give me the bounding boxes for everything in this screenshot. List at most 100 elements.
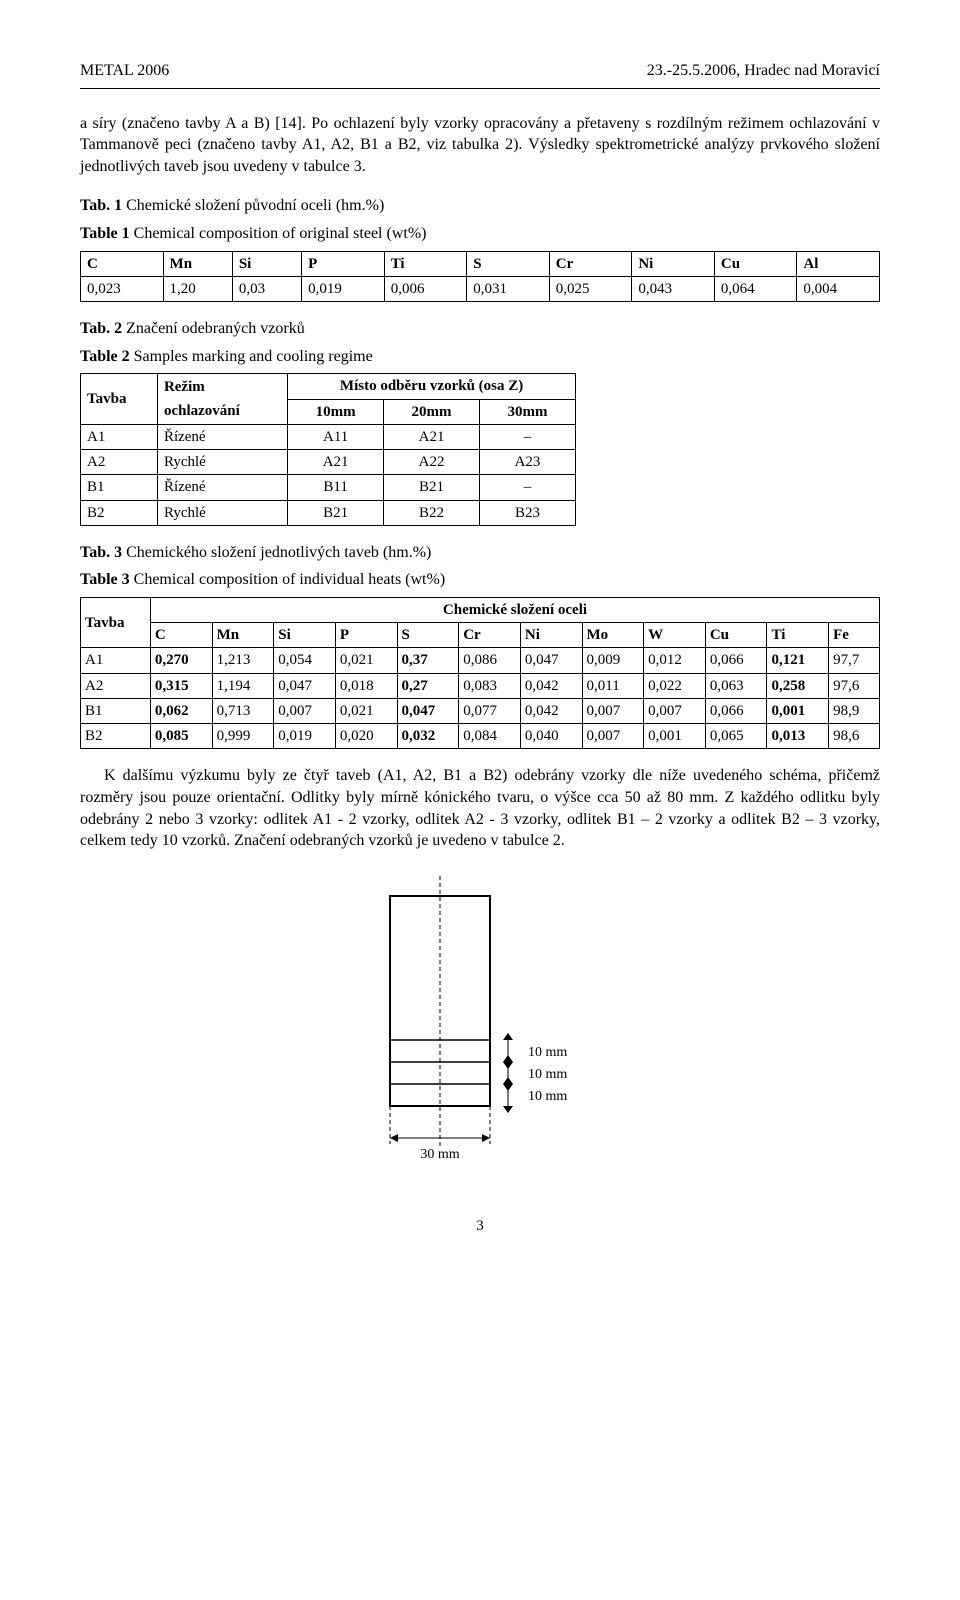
table-cell: 0,021	[335, 698, 397, 723]
table-cell: 0,258	[767, 673, 829, 698]
table-header-cell: C	[81, 251, 164, 276]
caption-text: Chemické složení původní oceli (hm.%)	[126, 197, 384, 214]
table-cell: 0,03	[232, 276, 301, 301]
table-cell: 0,042	[520, 673, 582, 698]
table-2: TavbaRežimMísto odběru vzorků (osa Z)och…	[80, 373, 576, 526]
table-header-cell: Fe	[829, 623, 880, 648]
table-header-cell: Ni	[520, 623, 582, 648]
caption-text: Samples marking and cooling regime	[134, 348, 373, 365]
table-cell: B1	[81, 698, 151, 723]
table-cell: 0,37	[397, 648, 459, 673]
table-cell: 0,007	[582, 724, 644, 749]
table-header-cell: Cr	[549, 251, 632, 276]
caption-text: Chemického složení jednotlivých taveb (h…	[126, 544, 431, 561]
table-header-cell: S	[467, 251, 550, 276]
table-cell: A21	[384, 424, 480, 449]
table-cell: 0,022	[644, 673, 706, 698]
table-cell: B11	[288, 475, 384, 500]
paragraph-1: a síry (značeno tavby A a B) [14]. Po oc…	[80, 113, 880, 178]
table-cell: 0,085	[150, 724, 212, 749]
table3-caption-en: Table 3 Chemical composition of individu…	[80, 569, 880, 591]
table-header-cell: C	[150, 623, 212, 648]
caption-prefix: Table 2	[80, 348, 134, 365]
table-cell: 0,043	[632, 276, 715, 301]
table-cell: 0,121	[767, 648, 829, 673]
table-header-cell: 30mm	[480, 399, 576, 424]
table-cell: Rychlé	[157, 450, 287, 475]
table-cell: 0,021	[335, 648, 397, 673]
table-header-cell: Mn	[163, 251, 232, 276]
table-cell: B2	[81, 724, 151, 749]
table-header-cell: Al	[797, 251, 880, 276]
table-cell: 0,713	[212, 698, 274, 723]
table-cell: 98,9	[829, 698, 880, 723]
table-cell: 0,040	[520, 724, 582, 749]
table-cell: B22	[384, 500, 480, 525]
header-divider	[80, 88, 880, 89]
table-header-cell: Mn	[212, 623, 274, 648]
table-cell: 97,7	[829, 648, 880, 673]
table-cell: –	[480, 424, 576, 449]
table-cell: 0,064	[714, 276, 797, 301]
table2-caption-cz: Tab. 2 Značení odebraných vzorků	[80, 318, 880, 340]
table-cell: 0,006	[384, 276, 467, 301]
table-cell: 1,20	[163, 276, 232, 301]
table-cell: A2	[81, 673, 151, 698]
table-cell: 0,018	[335, 673, 397, 698]
table-cell: 0,084	[459, 724, 521, 749]
caption-text: Chemical composition of original steel (…	[134, 225, 427, 242]
table-cell: B21	[288, 500, 384, 525]
table2-caption-en: Table 2 Samples marking and cooling regi…	[80, 346, 880, 368]
table3-caption-cz: Tab. 3 Chemického složení jednotlivých t…	[80, 542, 880, 564]
table-cell: –	[480, 475, 576, 500]
table-header-cell: Ni	[632, 251, 715, 276]
table-header-cell: Si	[232, 251, 301, 276]
caption-text: Značení odebraných vzorků	[126, 320, 305, 337]
svg-text:30 mm: 30 mm	[420, 1147, 459, 1162]
table-cell: 0,001	[644, 724, 706, 749]
table-cell: 1,213	[212, 648, 274, 673]
table-header-cell: Tavba	[81, 597, 151, 648]
table-header-cell: Si	[274, 623, 336, 648]
table-cell: 0,001	[767, 698, 829, 723]
caption-prefix: Table 1	[80, 225, 134, 242]
table-cell: 0,047	[520, 648, 582, 673]
table-cell: B23	[480, 500, 576, 525]
page-number: 3	[80, 1216, 880, 1236]
table-1: CMnSiPTiSCrNiCuAl0,0231,200,030,0190,006…	[80, 251, 880, 303]
table-cell: 0,023	[81, 276, 164, 301]
header-left: METAL 2006	[80, 60, 169, 82]
table-header-cell: S	[397, 623, 459, 648]
table-header-cell: 10mm	[288, 399, 384, 424]
svg-text:10 mm: 10 mm	[528, 1089, 567, 1104]
table-cell: 0,065	[705, 724, 767, 749]
table-header-cell: Mo	[582, 623, 644, 648]
caption-prefix: Tab. 1	[80, 197, 126, 214]
table-cell: 0,086	[459, 648, 521, 673]
table-cell: 0,009	[582, 648, 644, 673]
table-cell: A2	[81, 450, 158, 475]
table-cell: 0,066	[705, 698, 767, 723]
table-cell: 98,6	[829, 724, 880, 749]
table-cell: 0,004	[797, 276, 880, 301]
table-header-cell: Cr	[459, 623, 521, 648]
table-header-cell: Cu	[714, 251, 797, 276]
table-3: TavbaChemické složení oceliCMnSiPSCrNiMo…	[80, 597, 880, 750]
page-header: METAL 2006 23.-25.5.2006, Hradec nad Mor…	[80, 60, 880, 82]
table-cell: 0,019	[302, 276, 385, 301]
table-cell: A21	[288, 450, 384, 475]
table-cell: A11	[288, 424, 384, 449]
table-header-cell: P	[302, 251, 385, 276]
table-cell: 0,047	[274, 673, 336, 698]
svg-text:10 mm: 10 mm	[528, 1067, 567, 1082]
table-cell: 0,025	[549, 276, 632, 301]
table-cell: Řízené	[157, 424, 287, 449]
table-header-cell: P	[335, 623, 397, 648]
table-header-cell: W	[644, 623, 706, 648]
svg-text:10 mm: 10 mm	[528, 1045, 567, 1060]
table-cell: A1	[81, 424, 158, 449]
table-cell: 0,063	[705, 673, 767, 698]
table-cell: 0,054	[274, 648, 336, 673]
caption-prefix: Tab. 2	[80, 320, 126, 337]
table-cell: 0,047	[397, 698, 459, 723]
